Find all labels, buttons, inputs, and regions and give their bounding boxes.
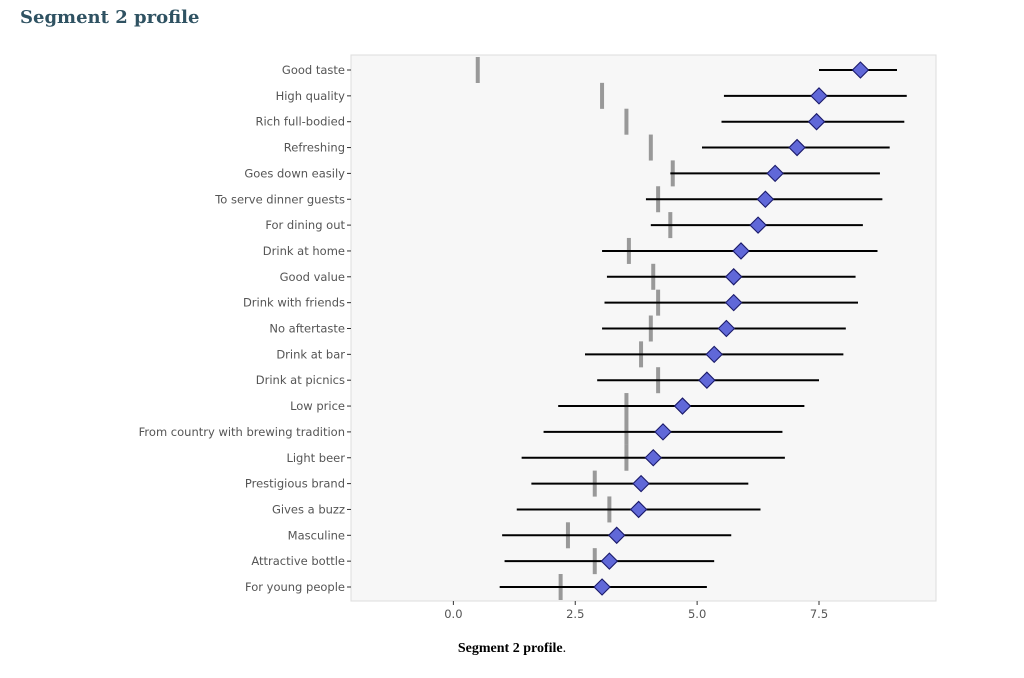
mean-marker [807,112,826,131]
y-tick-label: Drink with friends [243,296,345,310]
y-tick-label: For young people [245,580,345,594]
mean-marker [593,578,611,596]
figure-caption: Segment 2 profile. [0,641,1024,657]
x-tick-label: 5.0 [688,607,706,621]
y-tick-label: Low price [290,399,345,413]
mean-marker [698,371,716,389]
y-tick-label: Refreshing [284,141,345,155]
mean-marker [756,190,775,209]
mean-marker [749,216,767,234]
x-tick-label: 2.5 [566,607,584,621]
page-title: Segment 2 profile [20,7,200,28]
mean-marker [705,345,723,364]
y-tick-label: Masculine [288,528,345,542]
y-tick-label: Light beer [286,451,345,465]
x-tick-label: 0.0 [444,607,462,621]
marker-layer [593,61,870,596]
mean-marker [632,474,650,493]
mean-marker [732,242,750,260]
y-tick-label: Good value [280,270,345,284]
y-tick-label: From country with brewing tradition [139,425,345,439]
y-tick-label: To serve dinner guests [214,192,345,206]
mean-marker [717,319,736,338]
mean-marker [810,87,828,105]
mean-marker [724,268,743,286]
y-tick-label: Goes down easily [244,166,345,180]
y-tick-label: Rich full-bodied [255,115,345,129]
y-tick-label: Attractive bottle [251,554,345,568]
caption-tail: . [562,641,567,656]
y-tick-label: Good taste [282,63,345,77]
y-tick-label: No aftertaste [269,322,345,336]
y-tick-label: Drink at bar [276,347,345,361]
y-tick-label: Drink at home [263,244,345,258]
y-tick-label: For dining out [265,218,345,232]
mean-marker [654,423,672,441]
mean-marker [788,138,806,157]
mean-marker [673,397,692,415]
mean-marker [724,293,743,312]
x-tick-label: 7.5 [810,607,828,621]
caption-title: Segment 2 profile [457,641,563,656]
mean-marker [851,61,870,79]
mean-marker [644,448,663,467]
y-tick-label: Drink at picnics [256,373,345,387]
y-tick-label: High quality [276,89,346,103]
y-axis: Good taste High quality Rich full-bodied Re… [139,63,351,594]
y-tick-label: Gives a buzz [272,502,345,516]
mean-marker [629,500,648,519]
x-axis: 0.0 2.5 5.0 7.5 [444,601,828,621]
mean-marker [607,526,626,545]
mean-marker [766,164,784,183]
y-tick-label: Prestigious brand [245,477,345,491]
mean-marker [600,552,619,570]
